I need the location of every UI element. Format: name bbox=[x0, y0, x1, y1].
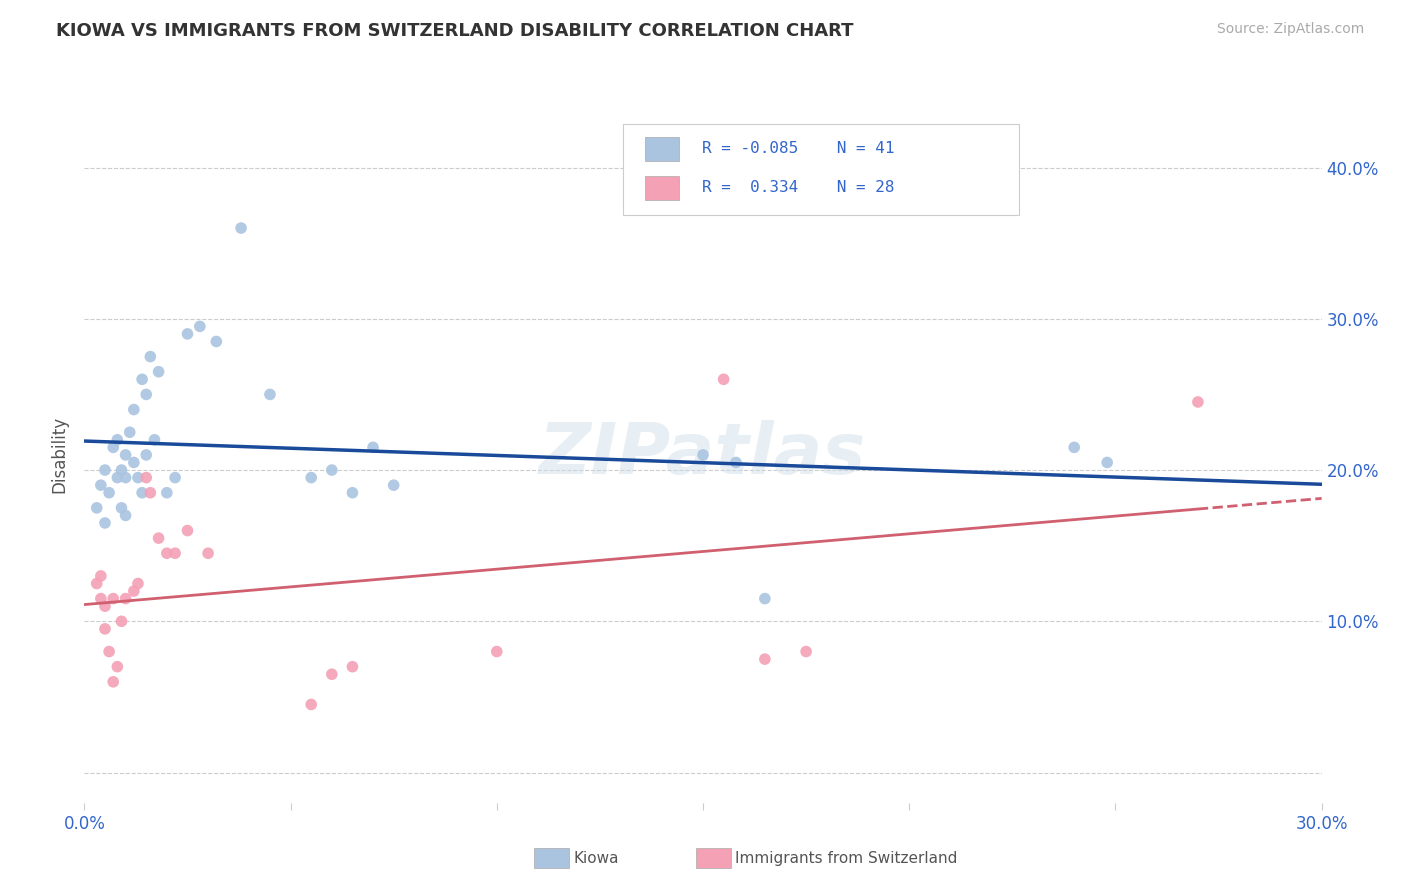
Bar bbox=[623, 124, 1018, 215]
Point bbox=[103, 591, 125, 606]
Point bbox=[794, 644, 817, 658]
Point bbox=[299, 470, 322, 484]
Text: Immigrants from Switzerland: Immigrants from Switzerland bbox=[735, 851, 957, 865]
Point bbox=[321, 463, 343, 477]
Text: ZIPatlas: ZIPatlas bbox=[540, 420, 866, 490]
Point bbox=[754, 652, 776, 666]
Point bbox=[103, 441, 125, 455]
Point bbox=[122, 455, 145, 469]
Bar bbox=[645, 137, 679, 161]
Point bbox=[1187, 395, 1209, 409]
Point bbox=[176, 326, 198, 341]
Point bbox=[229, 221, 252, 235]
Point bbox=[110, 463, 132, 477]
Text: R = -0.085    N = 41: R = -0.085 N = 41 bbox=[702, 142, 894, 156]
Point bbox=[114, 591, 136, 606]
Point bbox=[692, 448, 714, 462]
Point bbox=[94, 516, 117, 530]
Text: Kiowa: Kiowa bbox=[574, 851, 619, 865]
Point bbox=[105, 470, 128, 484]
Point bbox=[127, 576, 149, 591]
Point bbox=[114, 470, 136, 484]
Point bbox=[299, 698, 322, 712]
Point bbox=[105, 433, 128, 447]
Point bbox=[1095, 455, 1118, 469]
Point bbox=[103, 674, 125, 689]
Point bbox=[148, 531, 170, 545]
Text: KIOWA VS IMMIGRANTS FROM SWITZERLAND DISABILITY CORRELATION CHART: KIOWA VS IMMIGRANTS FROM SWITZERLAND DIS… bbox=[56, 22, 853, 40]
Point bbox=[90, 591, 112, 606]
Point bbox=[135, 470, 157, 484]
Point bbox=[382, 478, 405, 492]
Point bbox=[90, 569, 112, 583]
Point bbox=[98, 644, 121, 658]
Point bbox=[110, 615, 132, 629]
Point bbox=[135, 387, 157, 401]
Point bbox=[156, 485, 179, 500]
Point bbox=[139, 350, 162, 364]
Point bbox=[114, 448, 136, 462]
Bar bbox=[645, 177, 679, 200]
Point bbox=[127, 470, 149, 484]
Point bbox=[342, 659, 364, 673]
Point bbox=[156, 546, 179, 560]
Point bbox=[188, 319, 211, 334]
Point bbox=[713, 372, 735, 386]
Point bbox=[321, 667, 343, 681]
Point bbox=[754, 591, 776, 606]
Point bbox=[86, 576, 108, 591]
Point bbox=[342, 485, 364, 500]
Point bbox=[485, 644, 508, 658]
Point bbox=[98, 485, 121, 500]
Point bbox=[139, 485, 162, 500]
Point bbox=[118, 425, 141, 440]
Point bbox=[176, 524, 198, 538]
Point bbox=[197, 546, 219, 560]
Point bbox=[114, 508, 136, 523]
Point bbox=[86, 500, 108, 515]
Point bbox=[110, 500, 132, 515]
Point bbox=[122, 584, 145, 599]
Point bbox=[205, 334, 228, 349]
Point bbox=[131, 372, 153, 386]
Point bbox=[259, 387, 281, 401]
Text: Source: ZipAtlas.com: Source: ZipAtlas.com bbox=[1216, 22, 1364, 37]
Point bbox=[143, 433, 166, 447]
Point bbox=[148, 365, 170, 379]
Point bbox=[105, 659, 128, 673]
Point bbox=[361, 441, 384, 455]
Point bbox=[1063, 441, 1085, 455]
Point bbox=[724, 455, 747, 469]
Y-axis label: Disability: Disability bbox=[51, 417, 69, 493]
Point bbox=[165, 470, 187, 484]
Point bbox=[94, 599, 117, 614]
Point bbox=[135, 448, 157, 462]
Point bbox=[94, 622, 117, 636]
Point bbox=[90, 478, 112, 492]
Text: R =  0.334    N = 28: R = 0.334 N = 28 bbox=[702, 180, 894, 195]
Point bbox=[165, 546, 187, 560]
Point bbox=[122, 402, 145, 417]
Point bbox=[131, 485, 153, 500]
Point bbox=[94, 463, 117, 477]
